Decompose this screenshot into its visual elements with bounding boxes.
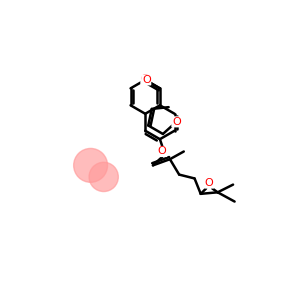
Text: O: O (158, 146, 167, 157)
Text: O: O (205, 178, 214, 188)
Ellipse shape (74, 148, 108, 182)
Text: O: O (142, 75, 151, 85)
Ellipse shape (89, 162, 118, 191)
Text: O: O (141, 74, 150, 84)
Text: O: O (172, 117, 181, 127)
